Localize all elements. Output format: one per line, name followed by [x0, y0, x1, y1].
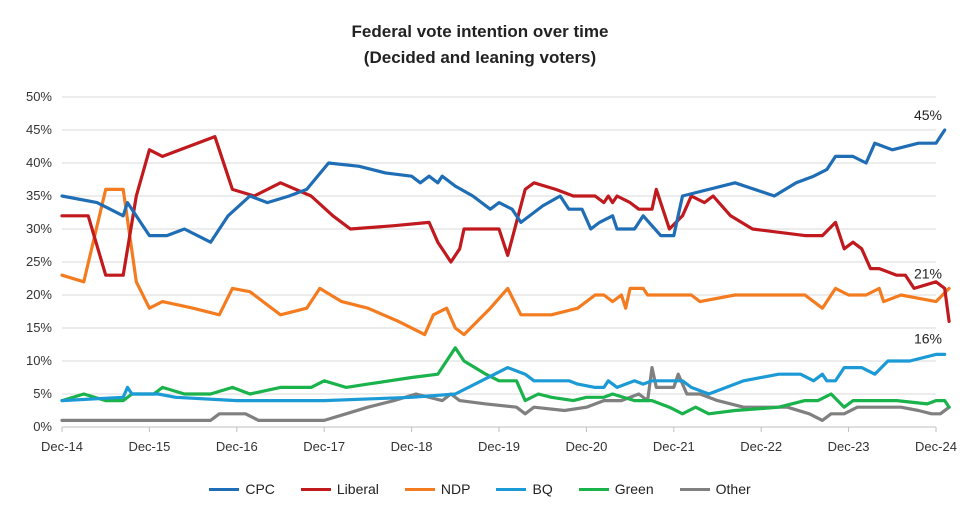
data-label: 21%	[914, 265, 942, 281]
data-label: 45%	[914, 107, 942, 123]
y-tick-label: 45%	[26, 122, 52, 137]
x-tick-label: Dec-14	[41, 439, 83, 454]
legend-label: BQ	[532, 481, 553, 497]
legend-item-green: Green	[578, 481, 654, 497]
legend-item-ndp: NDP	[404, 481, 471, 497]
legend-label: Liberal	[336, 481, 379, 497]
series-line-cpc	[60, 128, 947, 244]
series-line-ndp	[60, 187, 951, 337]
series-line-bq	[60, 352, 947, 403]
y-tick-label: 40%	[26, 155, 52, 170]
y-tick-label: 10%	[26, 353, 52, 368]
y-tick-label: 30%	[26, 221, 52, 236]
chart-legend: CPC Liberal NDP BQ Green Other	[0, 481, 960, 497]
legend-item-bq: BQ	[496, 481, 553, 497]
x-tick-label: Dec-22	[740, 439, 782, 454]
y-tick-label: 15%	[26, 320, 52, 335]
x-tick-label: Dec-15	[128, 439, 170, 454]
legend-label: Green	[614, 481, 654, 497]
series-line-liberal	[60, 135, 951, 323]
legend-item-other: Other	[679, 481, 751, 497]
legend-swatch	[496, 487, 527, 491]
legend-swatch	[404, 487, 435, 491]
legend-swatch	[578, 487, 609, 491]
x-tick-label: Dec-21	[653, 439, 695, 454]
x-tick-label: Dec-18	[391, 439, 433, 454]
legend-label: CPC	[245, 481, 275, 497]
y-tick-label: 0%	[33, 419, 52, 434]
series-line-green	[60, 346, 951, 416]
y-tick-label: 5%	[33, 386, 52, 401]
y-tick-label: 20%	[26, 287, 52, 302]
series-line-other	[60, 366, 951, 422]
chart-subtitle: (Decided and leaning voters)	[363, 48, 597, 67]
legend-swatch	[679, 487, 710, 491]
y-tick-label: 35%	[26, 188, 52, 203]
legend-item-cpc: CPC	[209, 481, 275, 497]
legend-label: NDP	[440, 481, 471, 497]
chart-title: Federal vote intention over time	[351, 22, 609, 41]
legend-swatch	[209, 487, 240, 491]
x-tick-label: Dec-23	[828, 439, 870, 454]
data-label: 16%	[914, 330, 942, 346]
y-tick-label: 50%	[26, 89, 52, 104]
legend-item-liberal: Liberal	[300, 481, 379, 497]
x-tick-label: Dec-19	[478, 439, 520, 454]
y-tick-label: 25%	[26, 254, 52, 269]
x-tick-label: Dec-16	[216, 439, 258, 454]
x-tick-label: Dec-17	[303, 439, 345, 454]
x-tick-label: Dec-20	[565, 439, 607, 454]
x-tick-label: Dec-24	[915, 439, 957, 454]
legend-swatch	[300, 487, 331, 491]
legend-label: Other	[715, 481, 751, 497]
